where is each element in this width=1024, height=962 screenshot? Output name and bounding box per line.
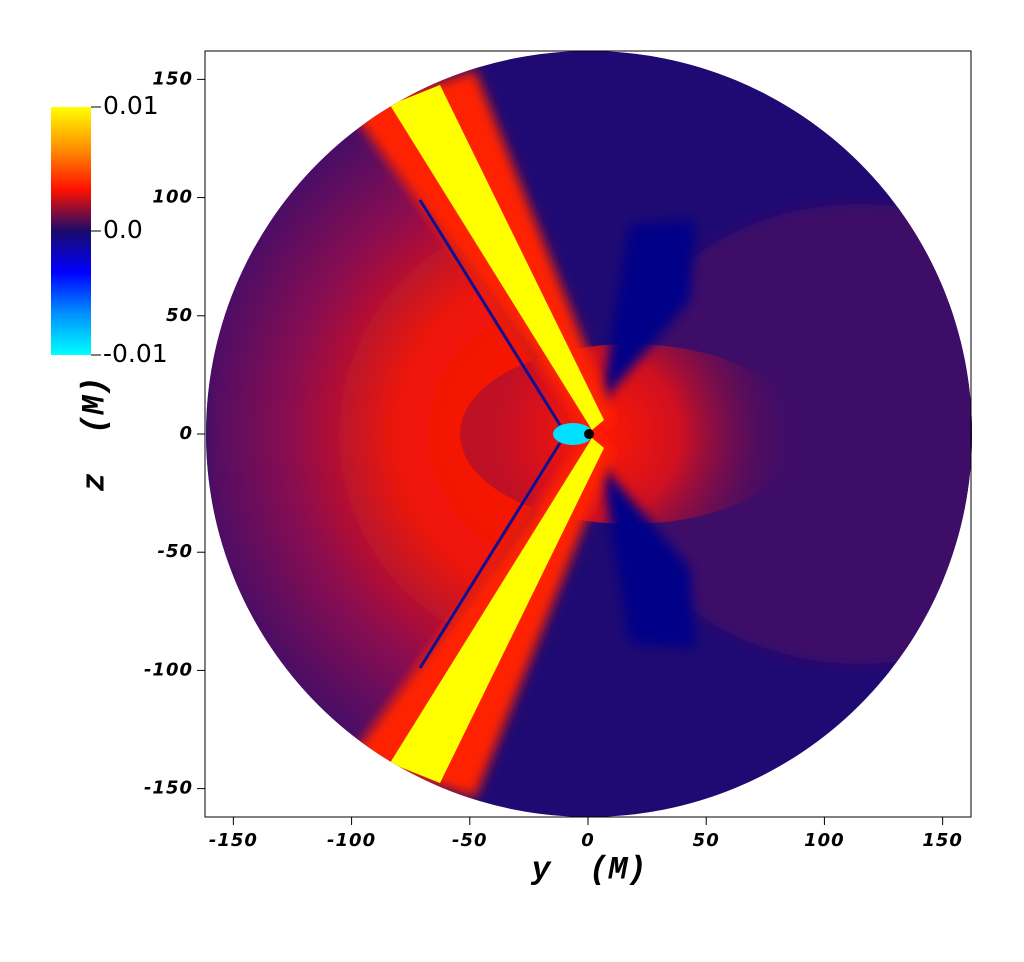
field: [206, 51, 972, 817]
x-tick-label: -100: [327, 830, 376, 851]
y-axis-label: z (M): [76, 376, 113, 491]
y-tick-label: -100: [144, 659, 193, 680]
x-tick-label: 50: [693, 830, 720, 851]
y-tick-label: 50: [166, 305, 193, 326]
y-tick-label: 150: [152, 68, 193, 89]
x-tick-label: 0: [581, 830, 595, 851]
colorbar: [51, 107, 91, 355]
x-axis-label: y (M): [530, 851, 646, 888]
colorbar-tick-label: 0.01: [103, 91, 159, 120]
y-tick-label: -50: [157, 541, 193, 562]
colorbar-tick-label: 0.0: [103, 215, 143, 244]
x-tick-label: 150: [922, 830, 963, 851]
x-tick-label: 100: [804, 830, 845, 851]
y-tick-label: -150: [144, 778, 193, 799]
x-tick-label: -50: [452, 830, 488, 851]
x-tick-label: -150: [209, 830, 258, 851]
colorbar-tick-label: -0.01: [103, 339, 168, 368]
y-tick-label: 0: [179, 423, 193, 444]
y-tick-label: 100: [152, 187, 193, 208]
